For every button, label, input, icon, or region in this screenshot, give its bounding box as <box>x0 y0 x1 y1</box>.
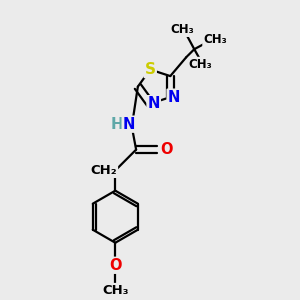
Text: N: N <box>168 90 180 105</box>
Text: O: O <box>109 258 122 273</box>
Text: S: S <box>145 62 156 77</box>
Text: CH₃: CH₃ <box>203 33 227 46</box>
Text: CH₂: CH₂ <box>90 164 117 177</box>
Text: N: N <box>148 96 160 111</box>
Text: O: O <box>160 142 172 157</box>
Text: H: H <box>110 117 123 132</box>
Text: CH₃: CH₃ <box>189 58 212 71</box>
Text: CH₃: CH₃ <box>170 23 194 36</box>
Text: CH₃: CH₃ <box>102 284 129 297</box>
Text: N: N <box>123 117 135 132</box>
